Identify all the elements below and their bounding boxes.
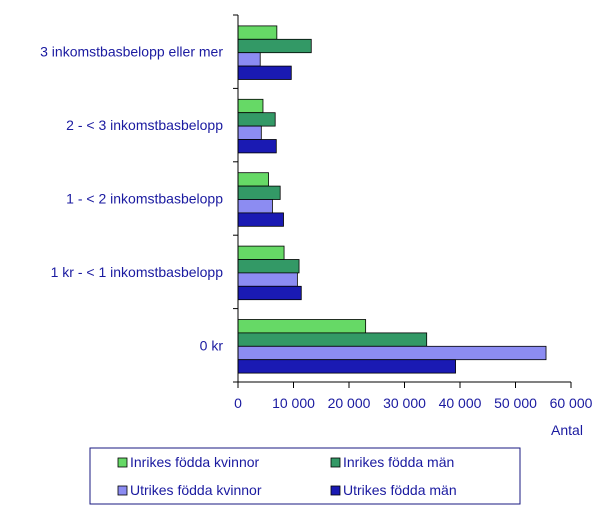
legend-label-utrikes-f-dda-m-n: Utrikes födda män: [343, 482, 457, 498]
bar-utrikes-f-dda-kvinnor-2: [237, 125, 262, 140]
legend-swatch-inrikes-f-dda-m-n: [330, 457, 341, 468]
bar-utrikes-f-dda-m-n-2: [237, 139, 277, 154]
category-label: 1 kr - < 1 inkomstbasbelopp: [51, 264, 224, 280]
x-tick-label: 40 000: [439, 395, 482, 411]
bar-utrikes-f-dda-m-n-5: [237, 359, 456, 374]
category-label: 0 kr: [200, 337, 224, 353]
x-tick-label: 0: [234, 395, 242, 411]
x-tick-label: 10 000: [272, 395, 315, 411]
legend-swatch-inrikes-f-dda-kvinnor: [117, 457, 128, 468]
x-tick-label: 30 000: [383, 395, 426, 411]
bar-inrikes-f-dda-kvinnor-5: [237, 319, 367, 334]
category-label: 2 - < 3 inkomstbasbelopp: [66, 117, 223, 133]
bar-inrikes-f-dda-m-n-3: [237, 185, 281, 200]
x-tick-label: 50 000: [494, 395, 537, 411]
bar-inrikes-f-dda-m-n-4: [237, 259, 300, 274]
bar-utrikes-f-dda-kvinnor-1: [237, 52, 261, 67]
bar-inrikes-f-dda-kvinnor-3: [237, 172, 269, 187]
legend-swatch-utrikes-f-dda-kvinnor: [117, 485, 128, 496]
x-tick-label: 60 000: [550, 395, 593, 411]
bar-inrikes-f-dda-m-n-1: [237, 38, 312, 54]
x-tick-label: 20 000: [328, 395, 371, 411]
bar-inrikes-f-dda-kvinnor-1: [237, 25, 278, 40]
legend-box: [89, 447, 521, 505]
bars-group: [237, 25, 547, 374]
bar-inrikes-f-dda-m-n-5: [237, 332, 428, 347]
category-label: 1 - < 2 inkomstbasbelopp: [66, 191, 223, 207]
x-axis-title: Antal: [551, 422, 583, 438]
bar-utrikes-f-dda-m-n-3: [237, 212, 284, 227]
category-labels: 3 inkomstbasbelopp eller mer 2 - < 3 inko…: [40, 44, 223, 354]
bar-utrikes-f-dda-kvinnor-5: [237, 345, 547, 361]
legend-label-inrikes-f-dda-m-n: Inrikes födda män: [343, 454, 454, 470]
bar-inrikes-f-dda-kvinnor-4: [237, 245, 285, 260]
category-label: 3 inkomstbasbelopp eller mer: [40, 44, 223, 60]
x-ticks: 0 10 000 20 000 30 000 40 000 50 000 60 000: [233, 14, 593, 411]
legend-label-inrikes-f-dda-kvinnor: Inrikes födda kvinnor: [130, 454, 260, 470]
bar-utrikes-f-dda-kvinnor-4: [237, 272, 298, 287]
legend-swatch-utrikes-f-dda-m-n: [330, 485, 341, 496]
legend: Inrikes födda kvinnor Inrikes födda män Ut…: [89, 447, 521, 505]
bar-utrikes-f-dda-m-n-1: [237, 65, 292, 80]
bar-utrikes-f-dda-m-n-4: [237, 285, 302, 301]
bar-utrikes-f-dda-kvinnor-3: [237, 199, 273, 214]
bar-inrikes-f-dda-m-n-2: [237, 112, 276, 127]
bar-inrikes-f-dda-kvinnor-2: [237, 98, 264, 114]
legend-label-utrikes-f-dda-kvinnor: Utrikes födda kvinnor: [130, 482, 262, 498]
